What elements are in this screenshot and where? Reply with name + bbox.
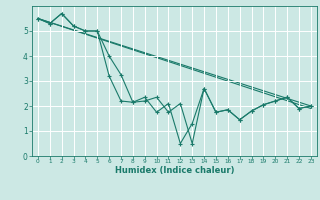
X-axis label: Humidex (Indice chaleur): Humidex (Indice chaleur) — [115, 166, 234, 175]
